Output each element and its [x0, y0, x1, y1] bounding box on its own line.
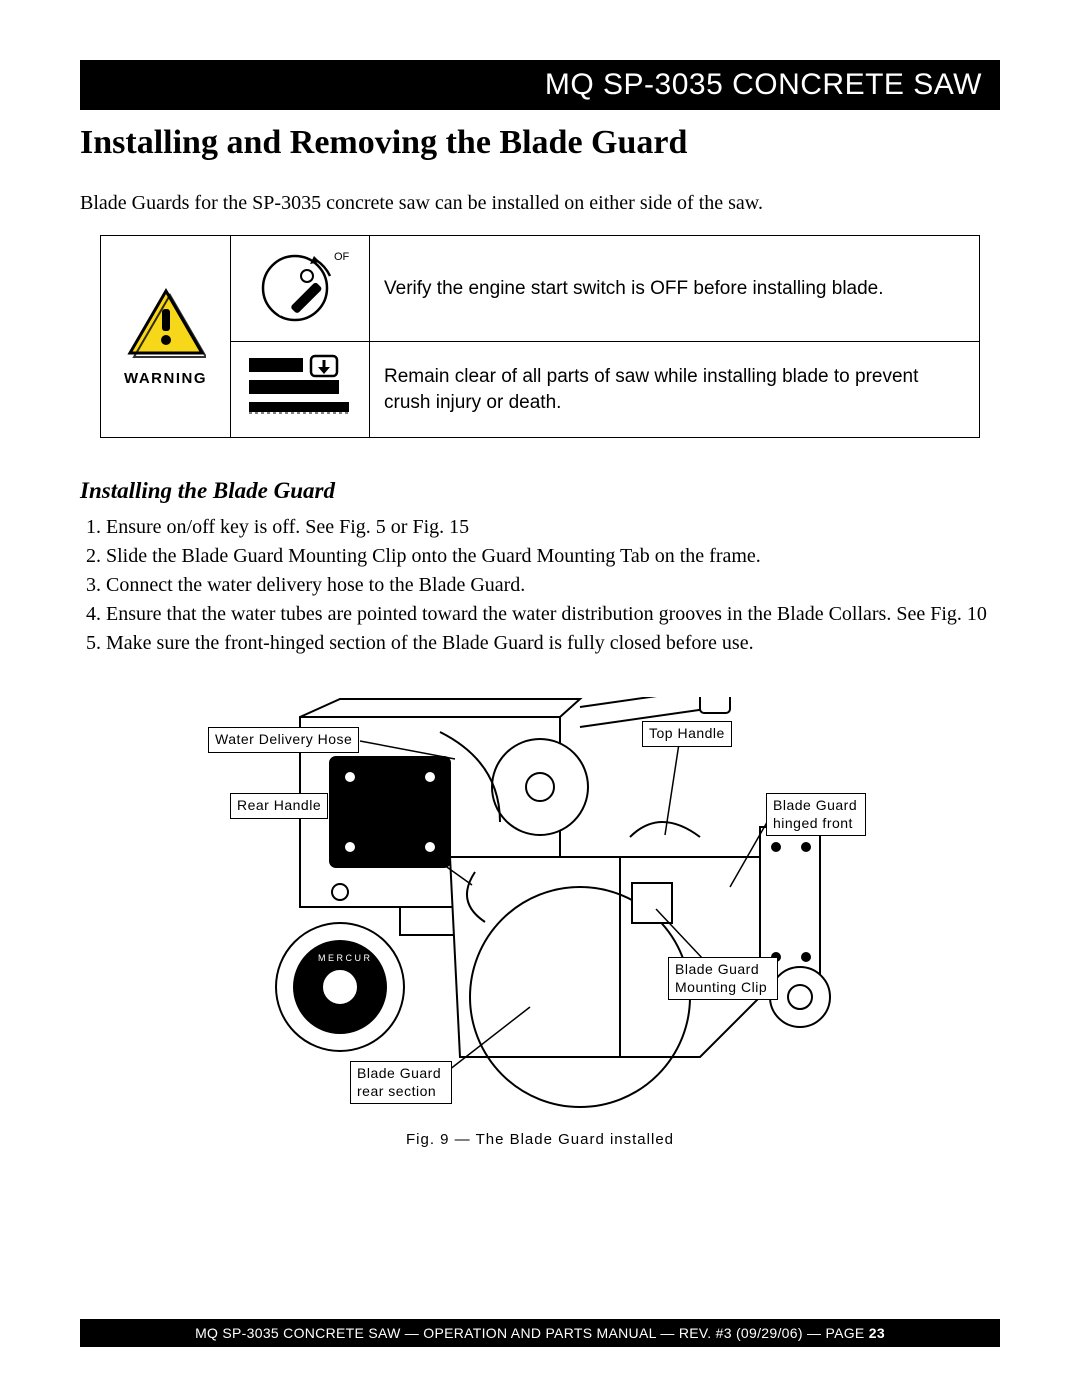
figure-caption: Fig. 9 — The Blade Guard installed	[80, 1131, 1000, 1148]
page-title: Installing and Removing the Blade Guard	[80, 124, 1000, 162]
header-bar: MQ SP-3035 CONCRETE SAW	[80, 60, 1000, 110]
figure-9: M E R C U R	[200, 697, 880, 1117]
footer-page-number: 23	[869, 1325, 885, 1341]
install-subheading: Installing the Blade Guard	[80, 478, 1000, 504]
warning-message-1: Verify the engine start switch is OFF be…	[370, 236, 980, 342]
intro-paragraph: Blade Guards for the SP-3035 concrete sa…	[80, 190, 1000, 217]
list-item: Ensure that the water tubes are pointed …	[106, 601, 1000, 628]
blade-guard-diagram: M E R C U R	[200, 697, 880, 1117]
install-steps-list: Ensure on/off key is off. See Fig. 5 or …	[80, 514, 1000, 657]
off-label: OFF	[334, 251, 350, 263]
list-item: Slide the Blade Guard Mounting Clip onto…	[106, 543, 1000, 570]
footer-bar: MQ SP-3035 CONCRETE SAW — OPERATION AND …	[80, 1319, 1000, 1347]
warning-label-text: WARNING	[115, 370, 216, 387]
warning-table: WARNING OFF Verify the engine start swit…	[100, 235, 980, 438]
list-item: Connect the water delivery hose to the B…	[106, 572, 1000, 599]
callout-blade-guard-rear-section: Blade Guardrear section	[350, 1061, 452, 1104]
crush-hazard-icon	[245, 352, 355, 422]
callout-blade-guard-mounting-clip: Blade GuardMounting Clip	[668, 957, 778, 1000]
svg-text:M E R C U R: M E R C U R	[318, 953, 371, 963]
warning-icon-cell-2	[231, 342, 370, 438]
warning-icon-cell-1: OFF	[231, 236, 370, 342]
list-item: Make sure the front-hinged section of th…	[106, 630, 1000, 657]
footer-text: MQ SP-3035 CONCRETE SAW — OPERATION AND …	[195, 1325, 869, 1341]
key-off-icon: OFF	[250, 246, 350, 326]
warning-triangle-icon	[126, 287, 206, 359]
callout-blade-guard-hinged-front: Blade Guardhinged front	[766, 793, 866, 836]
callout-top-handle: Top Handle	[642, 721, 732, 747]
callout-water-delivery-hose: Water Delivery Hose	[208, 727, 359, 753]
list-item: Ensure on/off key is off. See Fig. 5 or …	[106, 514, 1000, 541]
warning-label-cell: WARNING	[101, 236, 231, 438]
callout-rear-handle: Rear Handle	[230, 793, 328, 819]
warning-message-2: Remain clear of all parts of saw while i…	[370, 342, 980, 438]
header-title: MQ SP-3035 CONCRETE SAW	[545, 68, 982, 101]
